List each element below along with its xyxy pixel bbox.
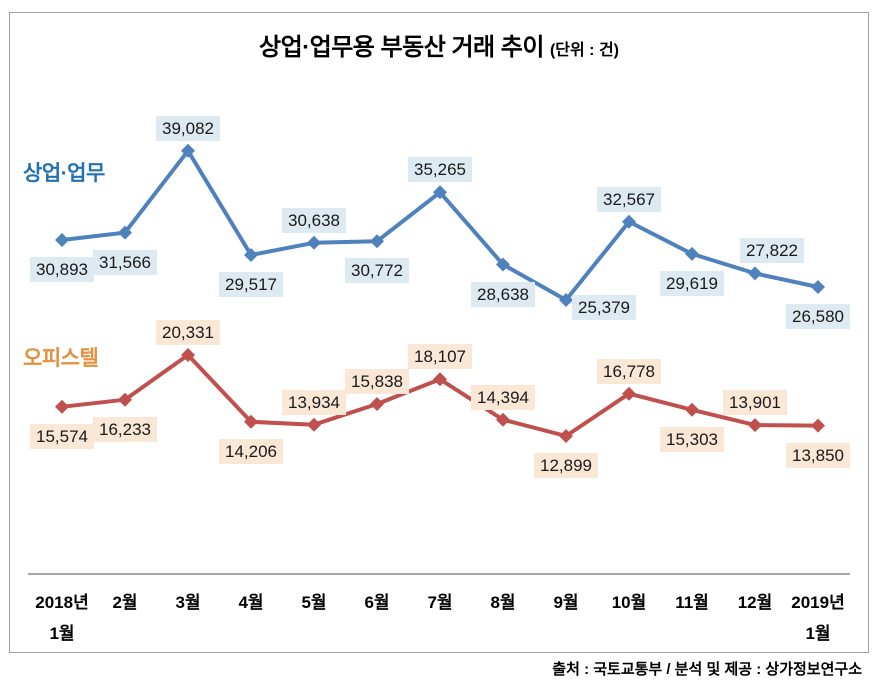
data-label: 12,899 — [534, 452, 598, 478]
series-marker — [811, 418, 825, 433]
data-label: 30,638 — [282, 207, 346, 233]
x-axis-label: 2019년 1월 — [791, 593, 845, 643]
series-marker — [622, 386, 636, 401]
series-marker — [559, 293, 573, 307]
chart-title-row: 상업·업무용 부동산 거래 추이 (단위 : 건) — [10, 27, 868, 62]
title-unit-label: (단위 : 건) — [549, 42, 619, 59]
series-marker — [118, 225, 132, 240]
data-label: 16,778 — [597, 358, 661, 384]
series-marker — [685, 402, 699, 417]
series-marker — [685, 246, 699, 261]
x-axis-label: 3월 — [175, 593, 201, 612]
page-title: 상업·업무용 부동산 거래 추이 — [258, 34, 544, 61]
series-marker — [181, 143, 195, 158]
x-axis-label: 4월 — [238, 593, 264, 612]
series-marker — [559, 429, 573, 443]
data-label: 16,233 — [93, 416, 157, 442]
series-marker — [370, 234, 384, 249]
data-label: 25,379 — [572, 295, 636, 321]
series-marker — [433, 185, 447, 200]
series-label-commercial: 상업·업무 — [23, 162, 105, 185]
data-label: 28,638 — [471, 281, 535, 307]
series-marker — [496, 257, 510, 272]
x-axis-label: 6월 — [364, 593, 390, 612]
x-axis-label: 8월 — [490, 593, 516, 612]
series-marker — [244, 414, 258, 429]
data-label: 13,850 — [786, 442, 850, 468]
x-axis-label: 7월 — [427, 593, 453, 612]
data-label: 39,082 — [156, 115, 220, 141]
data-label: 13,934 — [282, 389, 346, 415]
data-label: 15,574 — [30, 423, 94, 449]
series-marker — [307, 235, 321, 250]
data-label: 31,566 — [93, 249, 157, 275]
data-label: 14,206 — [219, 438, 283, 464]
series-label-officetel: 오피스텔 — [23, 347, 99, 370]
chart-frame: 상업·업무용 부동산 거래 추이 (단위 : 건) 상업·업무 오피스텔 30,8… — [9, 12, 869, 653]
x-axis-label: 10월 — [611, 593, 647, 612]
data-label: 26,580 — [786, 303, 850, 329]
x-axis-label: 12월 — [737, 593, 773, 612]
data-label: 13,901 — [723, 390, 787, 416]
series-marker — [370, 397, 384, 411]
series-marker — [307, 417, 321, 432]
series-marker — [433, 372, 447, 387]
series-marker — [55, 233, 69, 247]
series-marker — [496, 412, 510, 427]
line-chart-canvas — [28, 143, 850, 575]
data-label: 29,517 — [219, 271, 283, 297]
x-axis-label: 9월 — [553, 593, 579, 612]
data-label: 18,107 — [408, 344, 472, 370]
series-marker — [748, 418, 762, 433]
series-marker — [55, 399, 69, 414]
data-label: 29,619 — [660, 270, 724, 296]
data-label: 30,893 — [30, 256, 94, 282]
source-note: 출처 : 국토교통부 / 분석 및 제공 : 상가정보연구소 — [552, 661, 862, 678]
data-label: 15,303 — [660, 426, 724, 452]
x-axis-label: 11월 — [675, 593, 709, 612]
series-marker — [181, 348, 195, 362]
data-label: 32,567 — [597, 186, 661, 212]
data-label: 35,265 — [408, 157, 472, 183]
x-axis-label: 2018년 1월 — [35, 593, 89, 643]
x-axis-label: 5월 — [301, 593, 327, 612]
series-marker — [244, 248, 258, 262]
series-marker — [811, 280, 825, 294]
series-marker — [748, 266, 762, 281]
series-marker — [622, 214, 636, 229]
data-label: 27,822 — [740, 238, 804, 264]
x-axis-label: 2월 — [112, 593, 138, 612]
data-label: 14,394 — [471, 384, 535, 410]
data-label: 15,838 — [345, 368, 409, 394]
data-label: 20,331 — [156, 320, 220, 346]
series-marker — [118, 392, 132, 407]
data-label: 30,772 — [345, 258, 409, 284]
